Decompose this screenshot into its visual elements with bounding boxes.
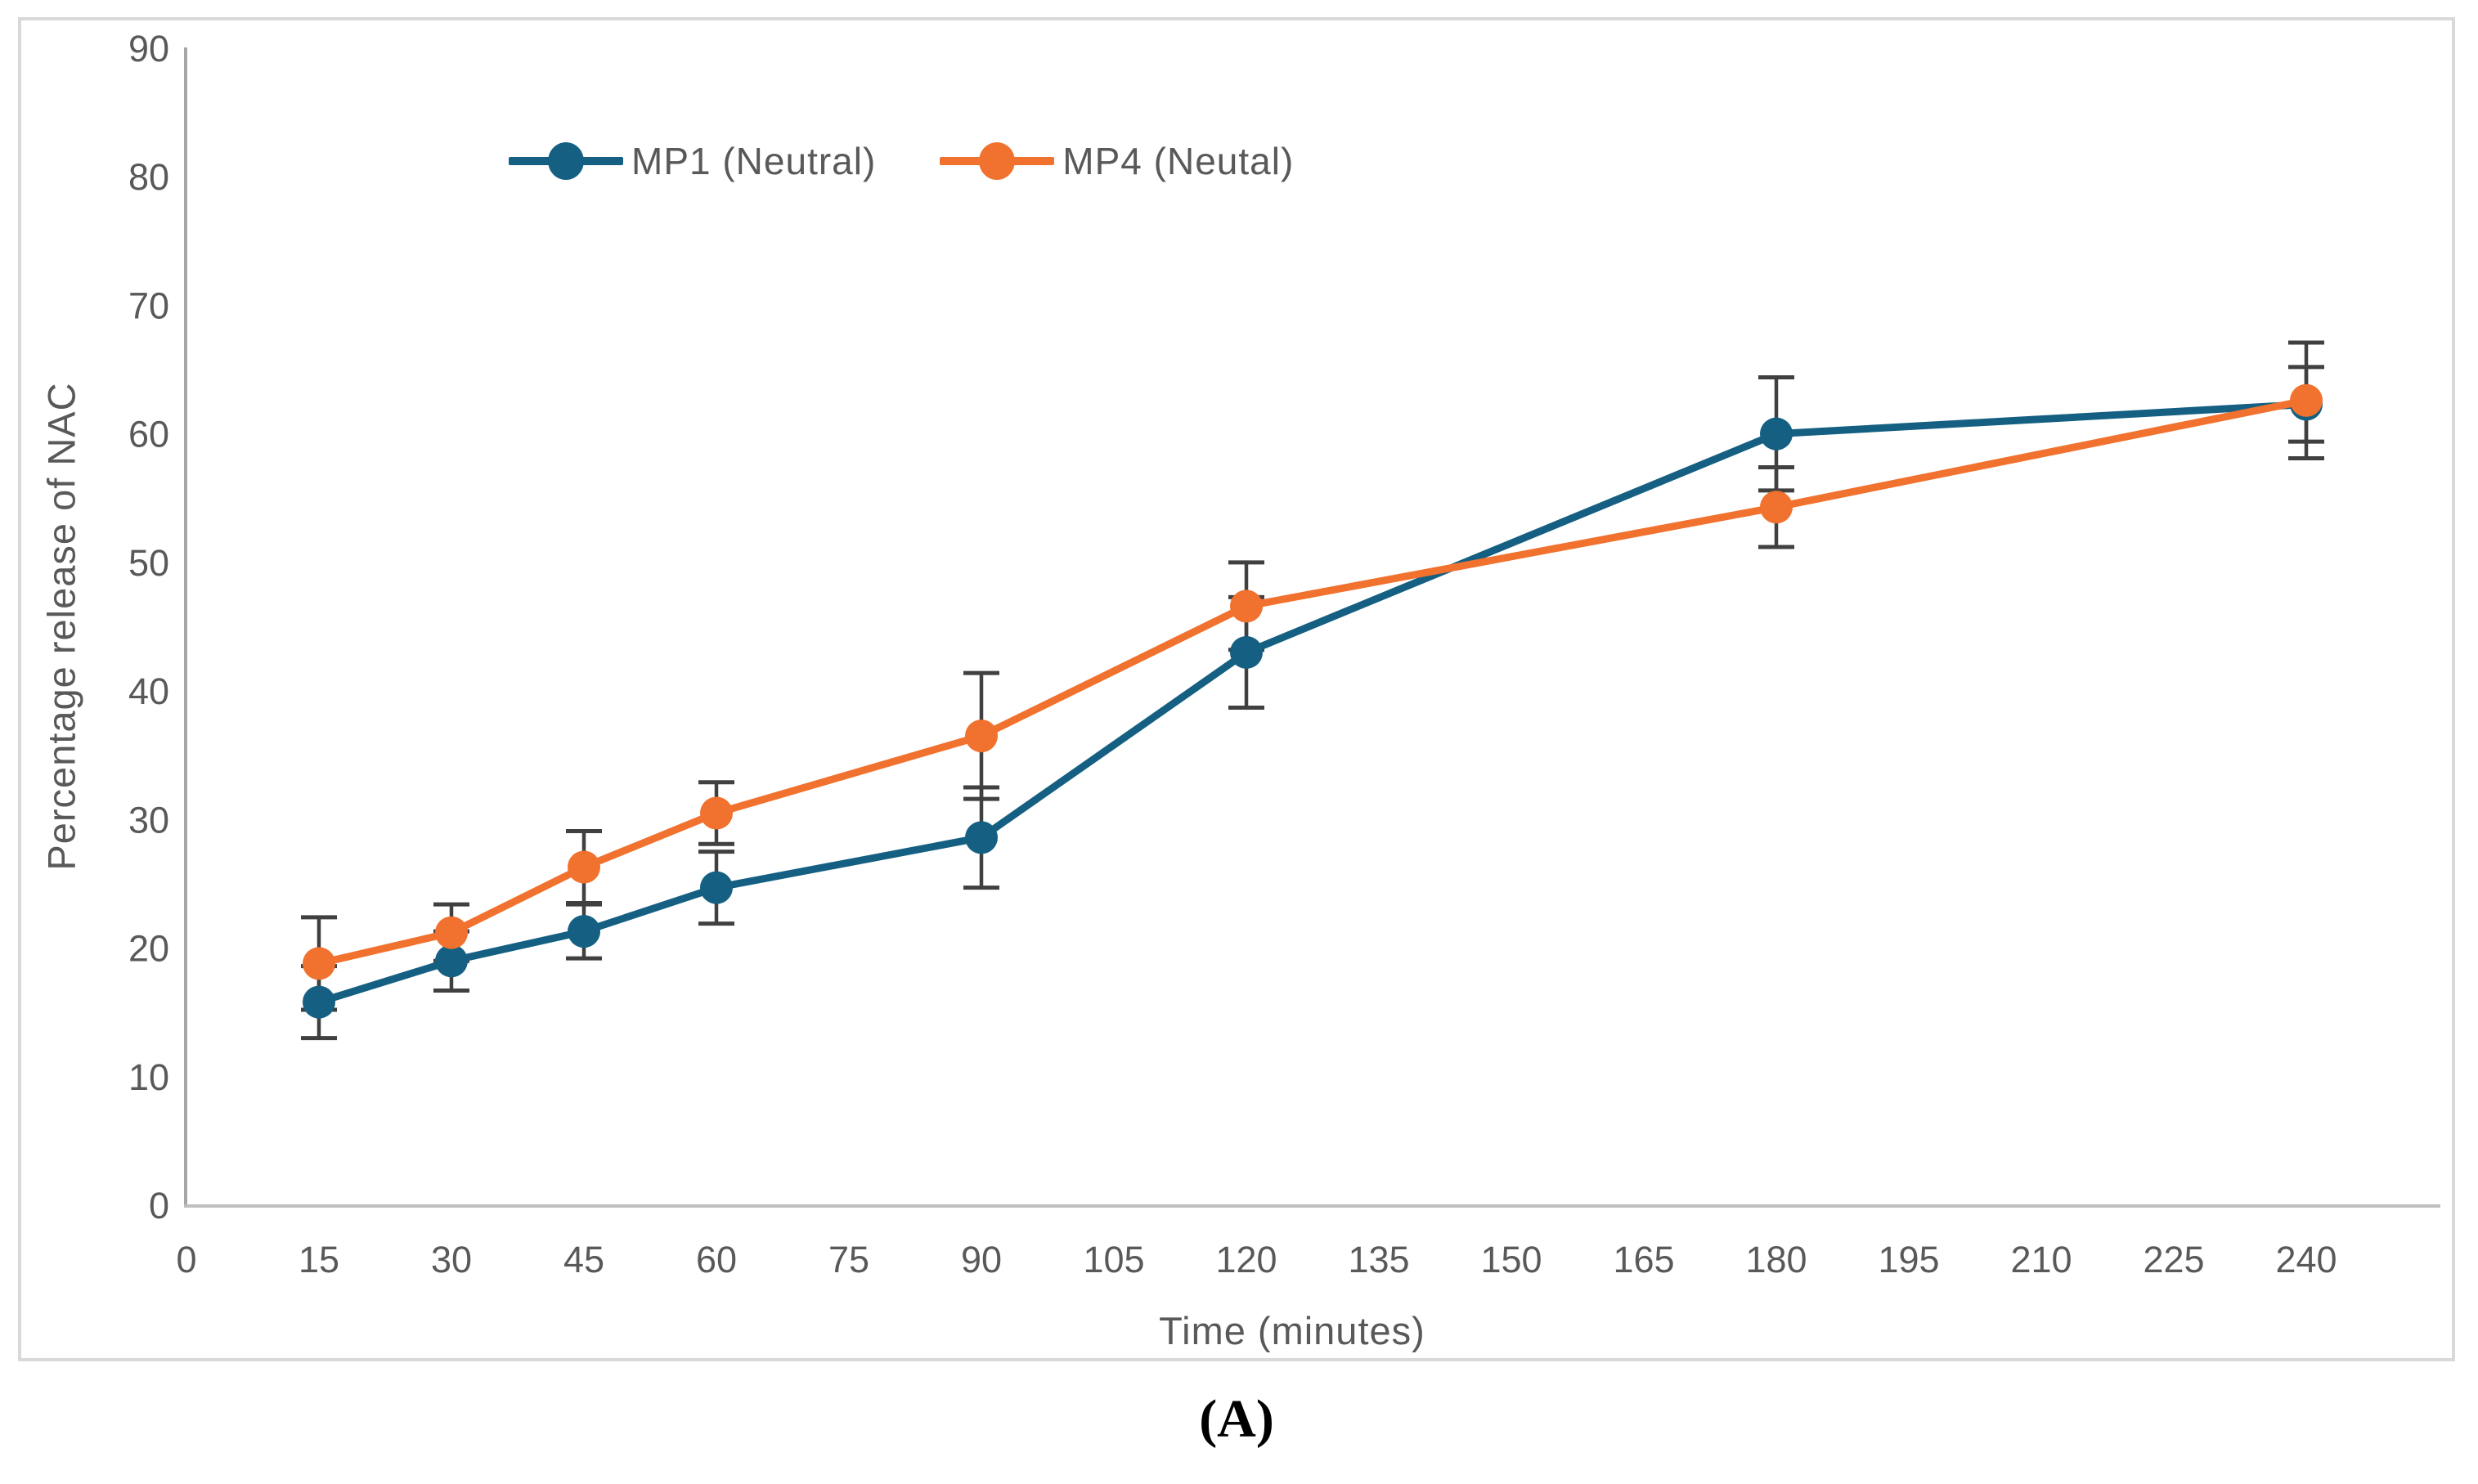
x-axis-title: Time (minutes) xyxy=(1159,1309,1425,1352)
mp1-line-marker-icon xyxy=(509,142,623,180)
legend-item-mp4: MP4 (Neutal) xyxy=(940,139,1294,183)
x-tick-label: 75 xyxy=(828,1239,869,1280)
x-tick-label: 240 xyxy=(2275,1239,2337,1280)
x-tick-label: 150 xyxy=(1480,1239,1542,1280)
x-tick-label: 180 xyxy=(1745,1239,1807,1280)
data-point-s1-t15 xyxy=(303,947,335,980)
x-tick-label: 30 xyxy=(431,1239,472,1280)
y-tick-label: 40 xyxy=(128,670,169,712)
y-tick-label: 0 xyxy=(149,1185,169,1226)
x-tick-label: 15 xyxy=(299,1239,339,1280)
x-tick-label: 45 xyxy=(563,1239,604,1280)
data-point-s1-t45 xyxy=(568,850,600,884)
series-line-0 xyxy=(315,401,2310,1007)
x-tick-label: 165 xyxy=(1613,1239,1674,1280)
mp1-swatch-dot xyxy=(548,142,584,180)
mp4-swatch-dot xyxy=(979,142,1016,180)
data-point-s1-t180 xyxy=(1760,491,1793,524)
figure-caption: (A) xyxy=(1199,1389,1274,1449)
x-tick-label: 90 xyxy=(961,1239,1002,1280)
legend: MP1 (Neutral) MP4 (Neutal) xyxy=(509,131,1294,191)
x-tick-label: 210 xyxy=(2010,1239,2072,1280)
data-point-s1-t30 xyxy=(435,916,468,949)
x-tick-label: 60 xyxy=(696,1239,737,1280)
data-point-s0-t60 xyxy=(700,871,733,904)
x-tick-label: 195 xyxy=(1878,1239,1939,1280)
y-tick-label: 80 xyxy=(128,156,169,198)
y-tick-label: 90 xyxy=(128,28,169,69)
series-line-1 xyxy=(315,397,2310,967)
x-tick-label: 0 xyxy=(176,1239,196,1280)
data-point-s0-t90 xyxy=(965,821,998,854)
chart-frame xyxy=(18,17,2455,1361)
legend-label-mp4: MP4 (Neutal) xyxy=(1062,140,1295,182)
data-point-s0-t30 xyxy=(435,944,468,978)
mp4-line-marker-icon xyxy=(940,142,1055,180)
y-tick-label: 20 xyxy=(128,928,169,970)
data-point-s0-t120 xyxy=(1230,635,1263,669)
data-point-s0-t45 xyxy=(568,915,600,948)
x-tick-label: 120 xyxy=(1215,1239,1277,1280)
data-point-s1-t240 xyxy=(2290,383,2323,417)
y-tick-label: 70 xyxy=(128,285,169,326)
legend-label-mp1: MP1 (Neutral) xyxy=(631,140,877,182)
y-tick-label: 50 xyxy=(128,542,169,584)
y-tick-label: 60 xyxy=(128,414,169,455)
legend-item-mp1: MP1 (Neutral) xyxy=(509,139,876,183)
data-point-s1-t60 xyxy=(700,796,733,830)
y-tick-label: 10 xyxy=(128,1056,169,1098)
data-point-s0-t180 xyxy=(1760,417,1793,451)
data-point-s0-t15 xyxy=(303,985,335,1019)
x-tick-label: 225 xyxy=(2143,1239,2204,1280)
x-tick-label: 105 xyxy=(1083,1239,1144,1280)
data-point-s1-t90 xyxy=(965,720,998,753)
data-point-s1-t120 xyxy=(1230,590,1263,623)
y-tick-label: 30 xyxy=(128,799,169,841)
x-tick-label: 135 xyxy=(1348,1239,1409,1280)
y-axis-title: Percentage release of NAC xyxy=(39,382,83,871)
